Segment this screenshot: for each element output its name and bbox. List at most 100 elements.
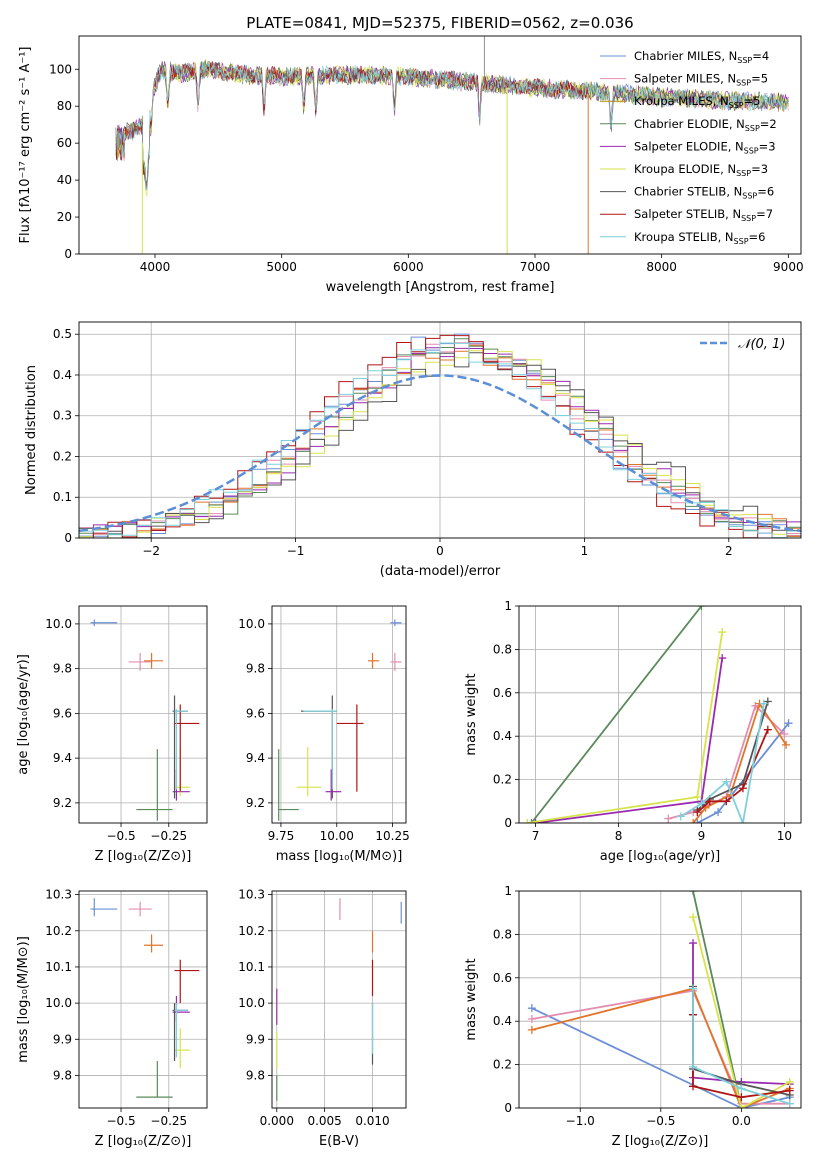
series-marker-kroupa_elodie xyxy=(785,1077,794,1086)
legend-entry: Salpeter ELODIE, NSSP=3 xyxy=(634,139,776,155)
plot-residuals: −2 −1 0 1 2 0 0.1 0.2 0.3 0.4 0.5 (data-model)/erro… xyxy=(24,321,802,579)
y-tick-label: 20 xyxy=(57,210,72,224)
x-tick-label: 9000 xyxy=(773,260,804,274)
series-marker-kroupa_stelib xyxy=(689,1062,698,1071)
series-marker-chabrier_elodie xyxy=(697,606,706,610)
y-axis-label: Normed distribution xyxy=(24,365,39,495)
y-tick-label: 9.4 xyxy=(246,751,265,765)
x-tick-label: 0.010 xyxy=(355,1114,389,1128)
series-marker-kroupa_elodie xyxy=(523,819,532,823)
plot-area xyxy=(79,891,207,1108)
y-tick-label: 1 xyxy=(504,599,512,613)
y-tick-label: 10.0 xyxy=(238,996,265,1010)
y-tick-label: 80 xyxy=(57,99,72,113)
y-tick-label: 9.6 xyxy=(53,706,72,720)
series-marker-salpeter_stelib xyxy=(738,784,747,793)
plot-age_vs_mass: 9.75 10.00 10.25 9.2 9.4 9.6 9.8 10.0 mass [log₁… xyxy=(238,605,410,864)
y-tick-label: 10.2 xyxy=(238,924,265,938)
plot-area xyxy=(519,606,801,823)
y-axis-label: age [log₁₀(age/yr)] xyxy=(16,654,31,775)
plot-area xyxy=(79,322,801,538)
x-tick-label: 7000 xyxy=(520,260,551,274)
axes-frame xyxy=(518,605,802,824)
series-marker-kroupa_elodie xyxy=(693,792,702,801)
legend-text: Chabrier MILES, N xyxy=(634,49,737,63)
series-marker-orange xyxy=(527,1025,536,1034)
legend-eq: =6 xyxy=(757,185,774,199)
series-marker-chabrier_miles xyxy=(714,808,723,817)
y-tick-label: 9.2 xyxy=(246,796,265,810)
series-marker-salpeter_stelib xyxy=(737,1093,746,1102)
x-tick-label: 0 xyxy=(436,544,444,558)
legend-sub: SSP xyxy=(736,79,751,88)
legend-text: Salpeter ELODIE, N xyxy=(634,139,744,153)
histogram-kroupa_elodie xyxy=(79,350,801,538)
x-tick-label: −1 xyxy=(287,544,305,558)
series-marker-kroupa_stelib xyxy=(689,984,698,993)
series-marker-salpeter_elodie xyxy=(689,939,698,948)
legend-text: Kroupa MILES, N xyxy=(634,94,729,108)
legend-entry: Chabrier MILES, NSSP=4 xyxy=(634,49,769,65)
y-tick-label: 9.8 xyxy=(53,662,72,676)
legend-text: Salpeter STELIB, N xyxy=(634,207,741,221)
axes-frame xyxy=(78,605,208,824)
y-tick-label: 0.3 xyxy=(53,409,72,423)
y-tick-label: 9.4 xyxy=(53,751,72,765)
plot-area xyxy=(272,891,406,1108)
x-tick-label: 10 xyxy=(777,829,792,843)
series-marker-salpeter_stelib xyxy=(785,1086,794,1095)
x-tick-label: −2 xyxy=(142,544,160,558)
legend-entry: Salpeter STELIB, NSSP=7 xyxy=(634,207,773,223)
axes-frame xyxy=(271,890,407,1109)
histogram-salpeter_stelib xyxy=(79,334,801,538)
y-tick-label: 0.4 xyxy=(53,368,72,382)
series-marker-kroupa_stelib xyxy=(722,777,731,786)
y-tick-label: 0.4 xyxy=(493,729,512,743)
series-marker-salpeter_stelib xyxy=(722,797,731,806)
series-marker-kroupa_elodie xyxy=(737,1104,746,1108)
series-marker-chabrier_miles xyxy=(527,1004,536,1013)
y-axis-label: mass weight xyxy=(464,673,479,755)
x-axis-label: wavelength [Angstrom, rest frame] xyxy=(326,280,555,295)
y-tick-label: 0.6 xyxy=(493,971,512,985)
plot-area xyxy=(115,36,789,254)
plot-spectrum: 4000 5000 6000 7000 8000 9000 0 20 40 60 80 100 wave… xyxy=(18,35,804,295)
y-tick-label: 60 xyxy=(57,136,72,150)
x-axis-label: Z [log₁₀(Z/Z⊙)] xyxy=(95,1134,192,1149)
legend-text: Kroupa ELODIE, N xyxy=(634,162,736,176)
x-tick-label: 6000 xyxy=(393,260,424,274)
axes-frame xyxy=(78,321,802,539)
series-marker-salpeter_stelib xyxy=(763,725,772,734)
series-line-chabrier_miles xyxy=(531,1007,790,1108)
x-tick-label: 0.005 xyxy=(307,1114,341,1128)
legend-text: Salpeter MILES, N xyxy=(634,72,736,86)
legend-entry: Chabrier STELIB, NSSP=6 xyxy=(634,185,774,201)
series-line-chabrier_stelib xyxy=(696,701,769,811)
legend-sub: SSP xyxy=(741,214,756,223)
y-tick-label: 0.4 xyxy=(493,1014,512,1028)
legend-sub: SSP xyxy=(736,169,751,178)
y-tick-label: 10.1 xyxy=(45,960,72,974)
x-tick-label: 1 xyxy=(581,544,589,558)
series-marker-kroupa_elodie xyxy=(689,913,698,922)
series-line-orange xyxy=(531,987,791,1108)
plot-area xyxy=(272,606,406,823)
axes-frame xyxy=(78,35,802,255)
plot-area xyxy=(79,606,207,823)
x-tick-label: 8 xyxy=(615,829,623,843)
legend-text: Chabrier ELODIE, N xyxy=(634,117,745,131)
x-tick-label: 0.0 xyxy=(732,1114,751,1128)
y-tick-label: 0.5 xyxy=(53,327,72,341)
x-tick-label: 10.25 xyxy=(375,829,409,843)
series-marker-chabrier_elodie xyxy=(689,891,698,895)
plot-weight_vs_age: 7 8 9 10 0 0.2 0.4 0.6 0.8 1 age [log₁₀(age/yr)] ma… xyxy=(464,599,802,864)
x-tick-label: 10.00 xyxy=(320,829,354,843)
y-tick-label: 0.8 xyxy=(493,642,512,656)
legend-eq: =4 xyxy=(752,49,769,63)
series-marker-kroupa_elodie xyxy=(718,628,727,637)
series-marker-kroupa_stelib xyxy=(785,1099,794,1108)
x-axis-label: E(B-V) xyxy=(319,1134,359,1149)
y-tick-label: 0.1 xyxy=(53,490,72,504)
legend-eq: =6 xyxy=(749,230,766,244)
